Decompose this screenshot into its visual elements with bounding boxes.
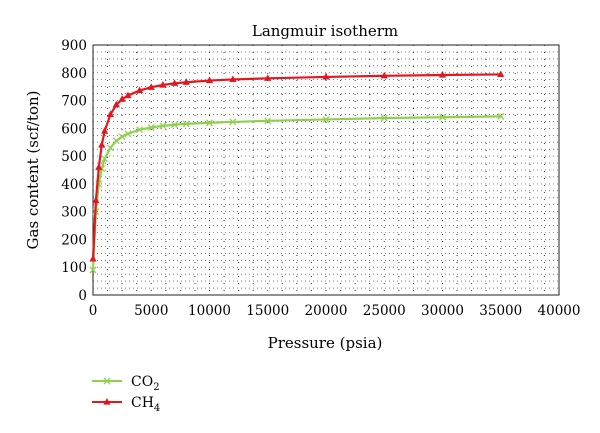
data-point-co2: [118, 133, 126, 141]
data-point-co2-stroke-b: [206, 119, 213, 127]
y-tick-label: 900: [61, 38, 87, 54]
data-point-co2: [171, 121, 179, 129]
x-tick-label: 40000: [538, 303, 581, 319]
legend-label-co2: CO2: [131, 374, 160, 393]
legend-label-ch4: CH4: [131, 395, 160, 414]
data-point-ch4: [229, 75, 237, 83]
data-point-ch4: [98, 141, 106, 148]
data-point-co2-stroke-b: [439, 113, 446, 121]
data-point-co2: [136, 126, 144, 134]
data-point-ch4: [95, 163, 103, 170]
legend-label-ch4-base: CH: [131, 395, 154, 411]
data-point-co2-stroke-b: [101, 155, 109, 163]
data-point-co2-stroke-b: [497, 112, 505, 120]
x-tick-label: 0: [89, 303, 98, 319]
data-point-co2: [497, 112, 505, 120]
data-point-co2-stroke-b: [159, 122, 167, 130]
x-tick-label: 10000: [188, 303, 231, 319]
data-point-co2: [107, 144, 114, 152]
data-point-ch4: [112, 100, 120, 108]
data-point-ch4: [136, 86, 144, 94]
data-point-co2-stroke-b: [112, 137, 120, 145]
x-tick-label: 25000: [363, 303, 406, 319]
data-point-co2-stroke-b: [322, 115, 330, 123]
data-point-ch4: [170, 79, 179, 86]
y-tick-label: 400: [61, 177, 87, 193]
legend-label-co2-base: CO: [131, 374, 153, 390]
legend-point-co2-stroke-b: [103, 377, 111, 385]
legend-marker-co2: [103, 377, 111, 385]
grid: [93, 45, 559, 295]
y-axis-title: Gas content (scf/ton): [24, 91, 42, 250]
data-point-co2-stroke-b: [229, 118, 237, 126]
y-tick-label: 200: [61, 232, 87, 248]
y-tick-label: 600: [61, 121, 87, 137]
legend-label-co2-sub: 2: [153, 382, 159, 393]
tick-labels: 0 5000 10000 15000 20000 25000 30000 35000 40000…: [61, 38, 580, 319]
legend-point-co2: [103, 377, 111, 385]
data-point-co2: [322, 115, 330, 123]
data-point-co2: [380, 114, 388, 122]
chart-title: Langmuir isotherm: [252, 22, 398, 40]
series-layer: [89, 70, 505, 274]
legend: CO2 CH4: [92, 374, 160, 414]
data-point-ch4: [89, 254, 97, 262]
series-ch4: [89, 70, 505, 262]
x-tick-label: 35000: [479, 303, 522, 319]
data-point-co2: [89, 266, 97, 274]
y-tick-label: 700: [61, 94, 87, 110]
data-point-co2-stroke-b: [264, 117, 272, 125]
legend-label-ch4-sub: 4: [154, 403, 160, 414]
legend-marker-ch4: [103, 398, 111, 405]
data-point-ch4: [147, 83, 155, 90]
data-point-co2: [182, 120, 190, 128]
data-point-ch4: [497, 70, 505, 78]
legend-point-ch4: [103, 398, 111, 405]
data-point-co2: [101, 155, 109, 163]
x-tick-label: 5000: [134, 303, 168, 319]
y-tick-label: 800: [61, 66, 87, 82]
data-point-ch4: [106, 110, 115, 118]
x-tick-label: 15000: [246, 303, 289, 319]
data-point-co2: [206, 119, 213, 127]
data-point-ch4: [118, 95, 126, 102]
x-axis-title: Pressure (psia): [268, 334, 383, 352]
y-tick-label: 500: [61, 149, 87, 165]
x-tick-label: 30000: [421, 303, 464, 319]
y-tick-label: 300: [61, 205, 87, 221]
data-point-co2-stroke-b: [136, 126, 144, 134]
data-point-ch4: [124, 91, 132, 99]
data-point-co2: [229, 118, 237, 126]
data-point-co2: [159, 122, 167, 130]
data-point-co2-stroke-b: [380, 114, 388, 122]
data-point-ch4: [380, 71, 388, 79]
data-point-co2-stroke-b: [124, 130, 132, 138]
data-point-co2-stroke-b: [107, 144, 114, 152]
data-point-co2-stroke-b: [182, 120, 190, 128]
data-point-co2: [439, 113, 446, 121]
y-tick-label: 100: [61, 260, 87, 276]
data-point-co2: [147, 124, 155, 131]
data-point-co2: [112, 137, 120, 145]
data-point-co2-stroke-b: [171, 121, 179, 129]
data-point-ch4: [322, 72, 330, 80]
data-point-ch4: [205, 76, 214, 84]
legend-item-co2: CO2: [92, 374, 160, 393]
data-point-co2: [124, 130, 132, 138]
data-point-ch4: [264, 74, 272, 81]
data-point-co2-stroke-b: [118, 133, 126, 141]
data-point-ch4: [159, 81, 167, 88]
data-point-co2-stroke-b: [89, 266, 97, 274]
y-tick-label: 0: [78, 288, 87, 304]
legend-item-ch4: CH4: [92, 395, 160, 414]
data-point-ch4: [101, 127, 109, 134]
data-point-ch4: [438, 71, 447, 78]
data-point-co2: [264, 117, 272, 125]
data-point-co2-stroke-b: [147, 124, 155, 131]
data-point-ch4: [182, 78, 190, 85]
data-point-ch4: [92, 196, 100, 204]
series-co2: [89, 112, 505, 274]
x-tick-label: 20000: [305, 303, 348, 319]
